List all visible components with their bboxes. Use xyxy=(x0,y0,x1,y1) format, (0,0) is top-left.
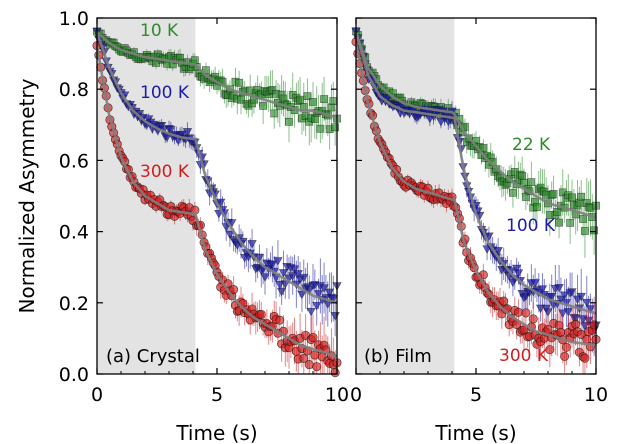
data-point xyxy=(580,353,590,363)
x-tick-label: 10 xyxy=(584,384,608,406)
data-point xyxy=(256,309,266,319)
data-point xyxy=(306,307,316,317)
x-tick-label: 0 xyxy=(91,384,103,406)
x-tick-label: 0 xyxy=(350,384,362,406)
series-label: 100 K xyxy=(140,83,190,103)
series-label: 300 K xyxy=(499,346,549,366)
x-axis-label: Time (s) xyxy=(434,421,516,444)
data-point xyxy=(331,123,340,132)
data-point xyxy=(581,227,589,235)
data-point xyxy=(166,125,176,135)
y-tick-label: 1.0 xyxy=(59,8,89,30)
x-tick-label: 10 xyxy=(325,384,349,406)
y-tick-label: 0.0 xyxy=(59,364,89,386)
data-point xyxy=(577,192,586,201)
y-tick-label: 0.8 xyxy=(59,79,89,101)
data-point xyxy=(247,240,257,249)
data-point xyxy=(309,97,317,106)
data-point xyxy=(316,124,325,133)
data-point xyxy=(528,314,538,324)
data-point xyxy=(312,362,322,372)
x-axis-label: Time (s) xyxy=(175,421,257,444)
y-tick-label: 0.2 xyxy=(59,293,89,315)
y-axis-label: Normalized Asymmetry xyxy=(15,78,39,313)
data-point xyxy=(229,284,239,295)
data-point xyxy=(270,109,279,118)
fit-curve xyxy=(95,31,338,305)
data-point xyxy=(285,117,293,126)
data-point xyxy=(259,101,268,110)
fit-curve xyxy=(354,31,597,219)
series-label: 22 K xyxy=(512,135,551,155)
fit-curve xyxy=(96,31,338,119)
data-point xyxy=(308,333,318,343)
data-point xyxy=(533,203,541,211)
data-point xyxy=(568,193,576,202)
data-point xyxy=(436,118,446,127)
data-point xyxy=(561,342,572,352)
panel-crystal: 0 5 10 0.0 0.2 0.4 0.6 0.8 1.0 Time (s) 10 K 100 K 3… xyxy=(59,8,349,444)
x-tick-label: 5 xyxy=(211,384,223,406)
series-label: 10 K xyxy=(140,21,179,41)
data-point xyxy=(509,188,517,197)
data-point xyxy=(330,368,340,378)
panel-label: (b) Film xyxy=(364,346,432,367)
y-tick-label: 0.4 xyxy=(59,222,89,244)
data-point xyxy=(567,288,577,297)
data-point xyxy=(589,320,599,330)
data-point xyxy=(260,273,270,282)
data-point xyxy=(329,97,338,105)
panel-label: (a) Crystal xyxy=(106,346,200,367)
data-point xyxy=(518,171,527,180)
data-point xyxy=(273,257,283,266)
data-point xyxy=(499,296,509,306)
data-point xyxy=(576,292,586,302)
data-point xyxy=(235,78,244,87)
data-point xyxy=(320,95,328,103)
data-point xyxy=(521,308,531,318)
data-point xyxy=(330,312,340,321)
data-point xyxy=(276,287,287,297)
data-point xyxy=(275,315,285,325)
fit-curve xyxy=(354,42,597,347)
data-point xyxy=(555,218,563,227)
data-point xyxy=(296,95,304,104)
panel-film: 0 5 10 Time (s) 22 K 100 K 300 K (b) Film xyxy=(350,17,608,444)
data-point xyxy=(549,189,558,198)
data-point xyxy=(566,218,575,227)
fit-curve xyxy=(354,31,597,315)
y-tick-label: 0.6 xyxy=(59,150,89,172)
data-point xyxy=(190,56,199,65)
x-tick-label: 5 xyxy=(470,384,482,406)
data-point xyxy=(560,351,570,361)
series-label: 300 K xyxy=(140,162,190,182)
data-point xyxy=(579,215,587,223)
fit-curve xyxy=(95,46,338,358)
data-point xyxy=(590,226,599,235)
series-label: 100 K xyxy=(506,216,556,236)
data-point xyxy=(527,178,536,187)
data-point xyxy=(520,178,528,187)
data-point xyxy=(571,319,581,329)
